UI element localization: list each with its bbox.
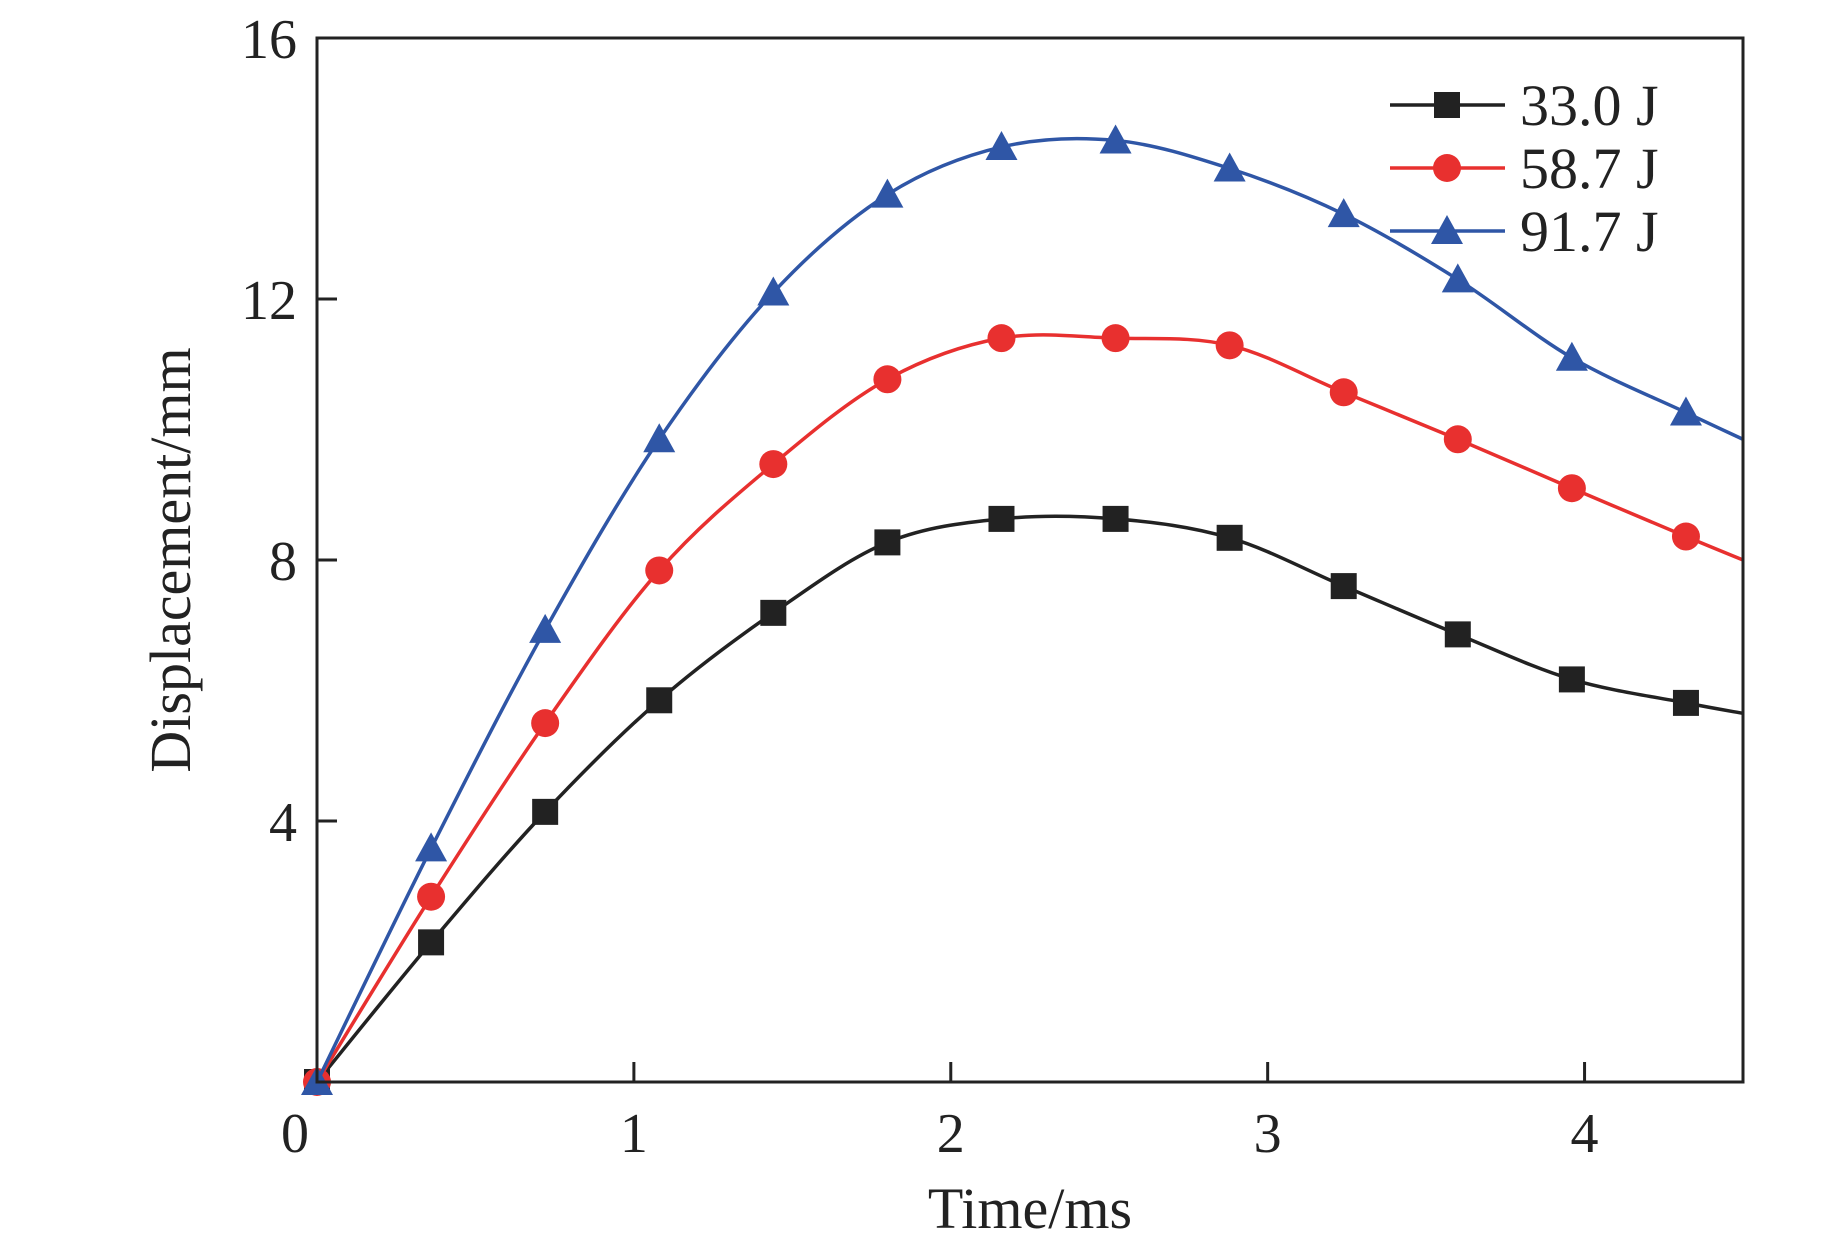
data-point-square: [1558, 666, 1585, 693]
data-point-circle: [417, 882, 446, 911]
plot-frame: [315, 36, 1745, 1084]
data-point-circle: [531, 709, 560, 738]
data-point-triangle: [985, 130, 1018, 160]
data-point-square: [1672, 689, 1699, 716]
series-33-0-J: [304, 505, 1744, 1095]
series-line: [315, 514, 1744, 1084]
data-point-circle: [987, 324, 1016, 353]
x-tick-label: 4: [1571, 1103, 1599, 1165]
legend-label: 33.0 J: [1520, 73, 1659, 138]
x-axis-label: Time/ms: [928, 1176, 1132, 1240]
series-91-7-J: [301, 124, 1744, 1095]
y-tick-label: 8: [269, 531, 297, 593]
data-point-square: [532, 798, 559, 825]
data-point-square: [1216, 524, 1243, 551]
data-point-triangle: [1327, 198, 1360, 228]
data-point-square: [1102, 505, 1129, 532]
series-layer: [301, 124, 1744, 1096]
legend: 33.0 J58.7 J91.7 J: [1390, 73, 1659, 264]
data-point-circle: [759, 450, 788, 479]
data-point-circle: [645, 556, 674, 585]
data-point-square: [418, 929, 445, 956]
data-point-circle: [1101, 324, 1130, 353]
legend-label: 91.7 J: [1520, 199, 1659, 264]
data-point-circle: [1215, 331, 1244, 360]
series-58-7-J: [303, 324, 1744, 1096]
x-tick-label: 1: [620, 1103, 648, 1165]
y-axis-label: Displacement/mm: [138, 347, 203, 772]
data-point-circle: [873, 365, 902, 394]
data-point-circle: [1557, 474, 1586, 503]
x-tick-label: 3: [1254, 1103, 1282, 1165]
x-tick-label: 0: [281, 1103, 309, 1165]
data-point-circle: [1671, 522, 1700, 551]
data-point-triangle: [1669, 396, 1702, 426]
y-tick-label: 12: [241, 270, 297, 332]
data-point-square: [1444, 621, 1471, 648]
data-point-square: [1330, 573, 1357, 600]
legend-marker-square: [1434, 92, 1460, 118]
legend-marker-circle: [1433, 154, 1461, 182]
data-point-triangle: [1555, 341, 1588, 371]
data-point-square: [874, 529, 901, 556]
data-point-circle: [1443, 425, 1472, 454]
x-tick-label: 2: [937, 1103, 965, 1165]
data-point-square: [988, 505, 1015, 532]
data-point-square: [760, 599, 787, 626]
data-point-triangle: [529, 613, 562, 643]
data-point-triangle: [871, 178, 904, 208]
y-tick-label: 4: [269, 792, 297, 854]
data-point-triangle: [415, 832, 448, 862]
series-line: [315, 136, 1744, 1083]
legend-label: 58.7 J: [1520, 136, 1659, 201]
data-point-triangle: [1213, 152, 1246, 182]
data-point-triangle: [643, 423, 676, 453]
data-point-circle: [1329, 378, 1358, 407]
data-point-triangle: [757, 276, 790, 306]
data-point-triangle: [1099, 124, 1132, 154]
data-point-square: [646, 687, 673, 714]
y-tick-label: 16: [241, 9, 297, 71]
data-point-triangle: [1441, 263, 1474, 293]
series-line: [315, 333, 1744, 1083]
legend-marker-triangle: [1431, 215, 1463, 244]
